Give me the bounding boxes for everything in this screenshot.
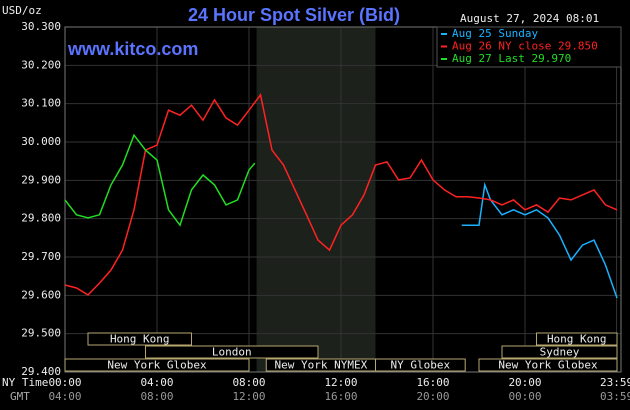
- x-tick-label: 08:00: [232, 376, 265, 389]
- session-box: [501, 345, 618, 359]
- y-tick-label: 29.800: [21, 212, 61, 225]
- legend-label: Aug 27 Last 29.970: [452, 52, 571, 65]
- session-label: Hong Kong: [547, 333, 607, 346]
- y-tick-label: 29.900: [21, 173, 61, 186]
- legend-label: Aug 25 Sunday: [452, 27, 538, 40]
- y-tick-label: 30.100: [21, 97, 61, 110]
- session-box: [64, 358, 250, 372]
- gmt-tick-label: 16:00: [324, 390, 357, 403]
- plot-frame: [64, 26, 622, 373]
- y-tick-label: 29.700: [21, 250, 61, 263]
- session-box: [375, 358, 466, 372]
- gmt-tick-label: 08:00: [140, 390, 173, 403]
- y-tick-label: 29.600: [21, 288, 61, 301]
- x-tick-label: 16:00: [416, 376, 449, 389]
- price-line: [64, 93, 618, 296]
- session-label: London: [212, 346, 252, 359]
- chart-title: 24 Hour Spot Silver (Bid): [188, 5, 400, 25]
- gmt-tick-label: 04:00: [48, 390, 81, 403]
- y-tick-label: 30.000: [21, 135, 61, 148]
- gmt-row-label: GMT: [10, 390, 30, 403]
- session-label: NY Globex: [391, 359, 451, 372]
- y-tick-label: 30.300: [21, 20, 61, 33]
- price-line: [461, 181, 618, 299]
- session-box: [145, 345, 319, 359]
- x-tick-label: 04:00: [140, 376, 173, 389]
- ny-time-row-label: NY Time: [2, 376, 48, 389]
- session-box: [87, 332, 192, 346]
- x-tick-label: 23:59: [600, 376, 630, 389]
- legend-box: [436, 26, 622, 68]
- session-label: New York NYMEX: [275, 359, 368, 372]
- timestamp: August 27, 2024 08:01: [460, 12, 599, 25]
- session-label: Hong Kong: [110, 333, 170, 346]
- watermark: www.kitco.com: [67, 39, 198, 59]
- legend-label: Aug 26 NY close 29.850: [452, 40, 598, 53]
- shaded-session: [256, 27, 376, 372]
- session-box: [478, 358, 618, 372]
- session-box: [536, 332, 618, 346]
- gmt-tick-label: 20:00: [416, 390, 449, 403]
- gmt-tick-label: 00:00: [508, 390, 541, 403]
- y-axis-unit: USD/oz: [2, 4, 42, 17]
- x-tick-label: 00:00: [48, 376, 81, 389]
- session-label: New York Globex: [498, 359, 598, 372]
- x-tick-label: 20:00: [508, 376, 541, 389]
- gmt-tick-label: 03:59: [600, 390, 630, 403]
- y-tick-label: 29.500: [21, 327, 61, 340]
- session-label: New York Globex: [107, 359, 207, 372]
- price-line: [64, 133, 256, 227]
- session-label: Sydney: [540, 346, 580, 359]
- y-tick-label: 30.200: [21, 58, 61, 71]
- gmt-tick-label: 12:00: [232, 390, 265, 403]
- y-tick-label: 29.400: [21, 365, 61, 378]
- x-tick-label: 12:00: [324, 376, 357, 389]
